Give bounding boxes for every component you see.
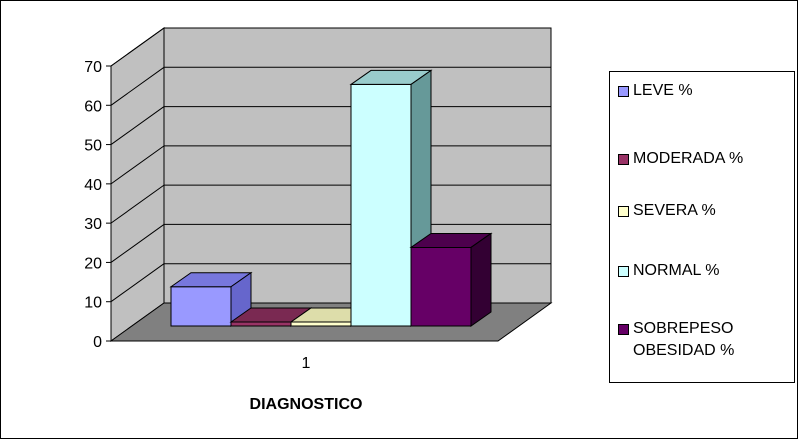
gridline-side <box>110 66 165 106</box>
y-tick-label: 0 <box>93 334 102 351</box>
legend: LEVE % MODERADA % SEVERA % NORMAL % SOBREPES… <box>609 71 795 383</box>
legend-label: LEVE % <box>633 82 693 99</box>
legend-swatch <box>618 86 629 97</box>
gridline-side <box>110 27 165 67</box>
legend-item: MODERADA % <box>618 148 793 170</box>
y-tick-label: 10 <box>84 295 102 312</box>
y-tick-label: 30 <box>84 216 102 233</box>
y-tick-label: 20 <box>84 255 102 272</box>
legend-swatch <box>618 324 629 335</box>
legend-swatch <box>618 206 629 217</box>
legend-swatch <box>618 266 629 277</box>
x-axis-title: DIAGNOSTICO <box>250 396 363 413</box>
bar-front <box>410 246 472 327</box>
legend-item: LEVE % <box>618 80 793 102</box>
gridline-side <box>110 106 165 145</box>
y-tick-label: 50 <box>84 138 102 155</box>
side-wall <box>110 27 165 342</box>
bar-front <box>230 321 292 327</box>
legend-label: MODERADA % <box>633 150 744 167</box>
y-tick-label: 40 <box>84 177 102 194</box>
legend-item: SEVERA % <box>618 200 793 222</box>
legend-label: NORMAL % <box>633 262 720 279</box>
gridline-side <box>110 263 165 303</box>
x-category-label: 1 <box>302 355 311 372</box>
legend-item: NORMAL % <box>618 260 793 282</box>
y-tick-label: 70 <box>84 59 102 76</box>
bar-side <box>470 232 492 327</box>
gridline-side <box>110 184 165 224</box>
legend-label: SEVERA % <box>633 202 716 219</box>
legend-label: SOBREPESO OBESIDAD % <box>633 320 735 359</box>
gridline-side <box>110 145 165 185</box>
bar-front <box>290 321 352 327</box>
bar-front <box>350 83 412 327</box>
legend-swatch <box>618 154 629 165</box>
gridline-side <box>110 224 165 263</box>
y-tick-label: 60 <box>84 98 102 115</box>
legend-item: SOBREPESO OBESIDAD % <box>618 318 793 362</box>
bar-front <box>170 286 232 327</box>
